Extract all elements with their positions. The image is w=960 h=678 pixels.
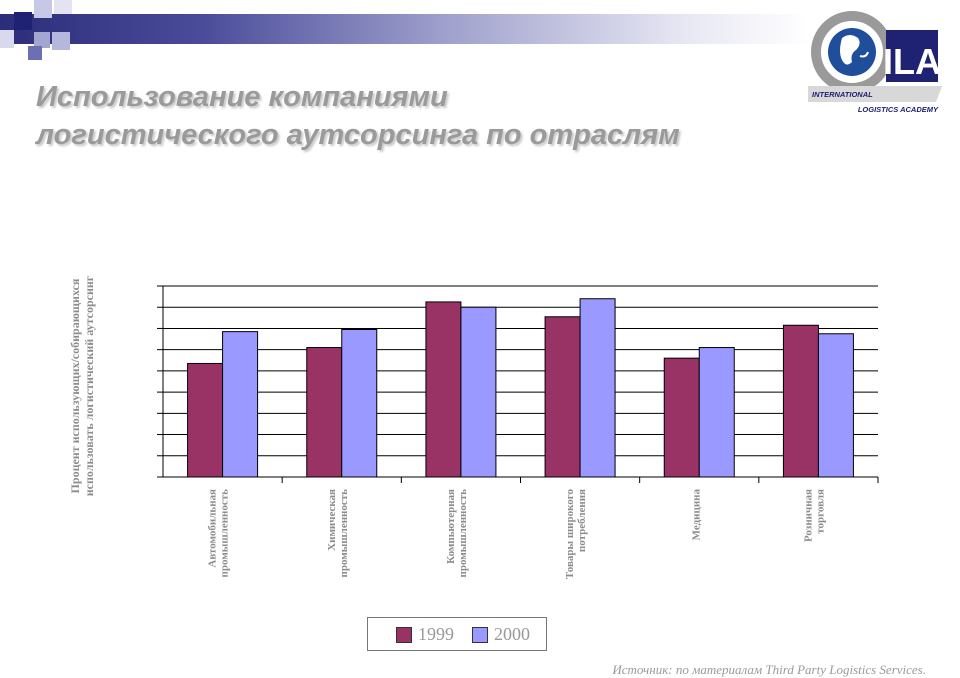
category-label-line: Автомобильная xyxy=(207,489,219,568)
category-label: Компьютернаяпромышленность xyxy=(445,489,469,578)
category-label-line: Компьютерная xyxy=(445,489,457,564)
logo-line-1: INTERNATIONAL xyxy=(812,90,873,99)
category-label: Товары широкогопотребления xyxy=(564,489,588,580)
legend-label-1999: 1999 xyxy=(418,624,454,644)
decor-square xyxy=(34,0,52,18)
category-label: Медицина xyxy=(690,489,702,541)
bar-1999 xyxy=(663,357,700,478)
title-line-2: логистического аутсорсинга по отраслям xyxy=(36,119,680,151)
bar-1999 xyxy=(425,301,462,478)
decor-square xyxy=(14,12,32,30)
bar-1999 xyxy=(544,316,581,478)
page-title: Использование компаниями логистического … xyxy=(36,78,680,154)
bar-1999 xyxy=(782,324,819,478)
category-label-line: торговля xyxy=(814,489,826,534)
chart-legend: 1999 2000 xyxy=(367,617,547,651)
category-label-line: Медицина xyxy=(690,489,702,541)
bar-1999 xyxy=(306,347,343,478)
category-label-line: промышленность xyxy=(338,489,350,578)
decor-square xyxy=(54,0,72,14)
category-label: Розничнаяторговля xyxy=(802,489,826,542)
logo-mark: ILA xyxy=(883,41,941,82)
logo-line-2: LOGISTICS ACADEMY xyxy=(858,105,939,114)
category-label-line: Химическая xyxy=(326,489,338,551)
bar-2000 xyxy=(460,306,497,478)
title-line-1: Использование компаниями xyxy=(36,81,448,113)
legend-label-2000: 2000 xyxy=(494,624,530,644)
ila-logo: ILA INTERNATIONAL LOGISTICS ACADEMY xyxy=(808,11,942,114)
decor-square xyxy=(28,46,42,60)
legend-swatch-2000 xyxy=(472,627,488,643)
category-label-line: Товары широкого xyxy=(564,489,576,580)
decor-square xyxy=(34,32,50,48)
category-label: Химическаяпромышленность xyxy=(326,489,350,578)
category-label-line: потребления xyxy=(576,489,588,552)
category-label-line: промышленность xyxy=(457,489,469,578)
legend-swatch-1999 xyxy=(396,627,412,643)
decor-square xyxy=(0,30,14,48)
category-label-line: Розничная xyxy=(802,489,814,542)
header-band xyxy=(0,14,810,44)
category-label-line: промышленность xyxy=(219,489,231,578)
bar-2000 xyxy=(341,329,378,478)
category-label: Автомобильнаяпромышленность xyxy=(207,489,231,578)
bar-2000 xyxy=(579,298,616,478)
decor-square xyxy=(52,32,70,50)
source-note: Источник: по материалам Third Party Logi… xyxy=(612,662,926,677)
bar-2000 xyxy=(817,333,854,478)
bar-2000 xyxy=(222,331,259,478)
bar-1999 xyxy=(187,362,224,478)
bar-2000 xyxy=(698,347,735,478)
